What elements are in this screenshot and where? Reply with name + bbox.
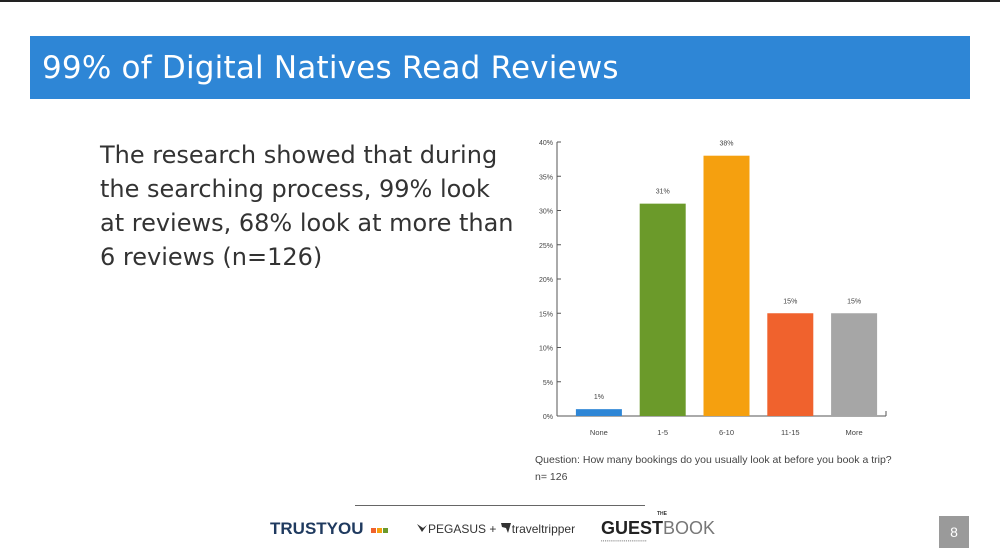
bar-value-label: 15% — [783, 298, 797, 305]
top-border — [0, 0, 1000, 2]
y-tick-label: 40% — [539, 140, 553, 147]
pegasus-traveltripper-logo: PEGASUS + traveltripper — [416, 522, 575, 537]
bar-11-15 — [767, 313, 814, 416]
x-tick-label: 6-10 — [719, 428, 734, 437]
y-tick-label: 5% — [543, 380, 553, 387]
guestbook-tagline-graphic: ▪▪▪▪▪▪▪▪▪▪▪▪▪▪▪▪▪▪▪▪▪▪▪▪ — [601, 538, 648, 543]
trustyou-logo-text: TRUSTYOU — [270, 519, 364, 538]
x-tick-label: More — [846, 428, 863, 437]
traveltripper-logo-text: traveltripper — [511, 522, 576, 536]
traveltripper-icon — [500, 522, 512, 537]
y-tick-label: 35% — [539, 174, 553, 181]
y-tick-label: 25% — [539, 243, 553, 250]
bar-1-5 — [639, 203, 686, 416]
caption-question: Question: How many bookings do you usual… — [535, 454, 892, 466]
slide-title: 99% of Digital Natives Read Reviews — [42, 50, 619, 86]
bar-value-label: 31% — [656, 189, 670, 196]
x-tick-label: 1-5 — [657, 428, 668, 437]
footer-divider — [355, 505, 645, 506]
bar-more — [831, 313, 878, 416]
logo-plus: + — [489, 522, 497, 536]
y-tick-label: 0% — [543, 414, 553, 421]
pegasus-wing-icon — [416, 522, 428, 537]
x-tick-label: None — [590, 428, 608, 437]
bar-value-label: 38% — [719, 141, 733, 148]
guestbook-logo: THE GUESTBOOK ▪▪▪▪▪▪▪▪▪▪▪▪▪▪▪▪▪▪▪▪▪▪▪▪ — [601, 511, 716, 543]
guestbook-the: THE — [657, 511, 667, 517]
y-tick-label: 10% — [539, 346, 553, 353]
guestbook-logo-light: BOOK — [663, 518, 716, 538]
trustyou-tiles-icon — [371, 520, 389, 540]
x-tick-label: 11-15 — [781, 428, 800, 437]
bar-value-label: 1% — [594, 394, 604, 401]
y-tick-label: 30% — [539, 209, 553, 216]
slide-body-text: The research showed that during the sear… — [100, 141, 514, 271]
page-number-badge: 8 — [939, 516, 969, 548]
y-tick-label: 20% — [539, 277, 553, 284]
bar-6-10 — [703, 155, 750, 416]
chart-caption: Question: How many bookings do you usual… — [535, 452, 955, 486]
caption-sample-size: n= 126 — [535, 471, 568, 483]
bar-chart: 0% 5% 10% 15% 20% 25% 30% 35% 40% 1% None 31% 1-5 38%… — [539, 140, 887, 437]
pegasus-logo-text: PEGASUS — [428, 522, 487, 536]
trustyou-logo: TRUSTYOU — [270, 519, 389, 540]
guestbook-logo-bold: GUEST — [601, 518, 664, 538]
title-bar: 99% of Digital Natives Read Reviews — [30, 36, 970, 99]
bar-none — [575, 409, 622, 416]
bar-value-label: 15% — [847, 298, 861, 305]
y-tick-label: 15% — [539, 311, 553, 318]
